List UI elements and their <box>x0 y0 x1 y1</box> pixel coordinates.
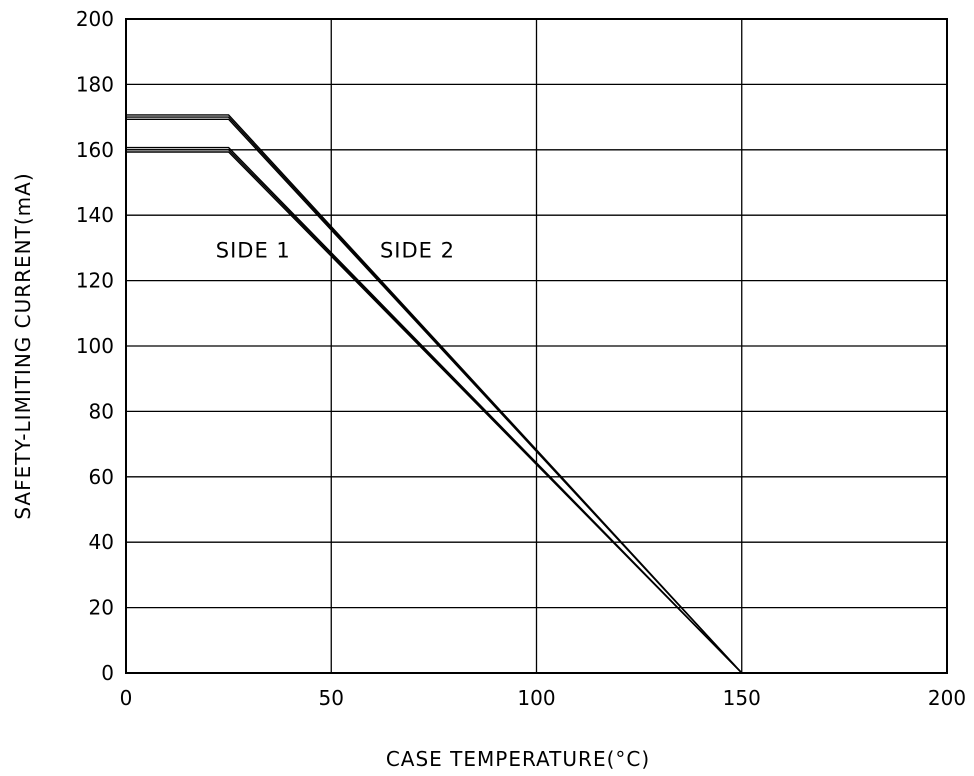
plot-frame <box>125 18 948 674</box>
y-tick-label-80: 80 <box>89 399 114 423</box>
y-tick-label-100: 100 <box>76 334 114 358</box>
x-tick-label-0: 0 <box>120 686 133 710</box>
x-tick-labels: 0 50 100 150 200 <box>120 686 966 710</box>
x-tick-label-100: 100 <box>517 686 555 710</box>
series-line-side-2 <box>126 114 743 674</box>
y-tick-label-180: 180 <box>76 72 114 96</box>
y-tick-label-60: 60 <box>89 465 114 489</box>
y-tick-label-120: 120 <box>76 269 114 293</box>
annotation-side-2: SIDE 2 <box>380 239 455 263</box>
x-tick-label-150: 150 <box>723 686 761 710</box>
series-stroke-1-3 <box>126 151 743 674</box>
y-axis-label: SAFETY-LIMITING CURRENT(mA) <box>11 172 35 519</box>
series-stroke-2-2 <box>126 116 743 674</box>
y-tick-label-40: 40 <box>89 530 114 554</box>
y-tick-label-160: 160 <box>76 138 114 162</box>
annotation-side-1: SIDE 1 <box>216 239 291 263</box>
y-tick-label-200: 200 <box>76 7 114 31</box>
series-stroke-1-1 <box>126 146 743 674</box>
x-tick-label-50: 50 <box>319 686 344 710</box>
x-tick-label-200: 200 <box>928 686 966 710</box>
series-layer <box>126 114 743 674</box>
grid-layer <box>125 18 948 674</box>
y-tick-label-0: 0 <box>101 661 114 685</box>
y-tick-label-20: 20 <box>89 596 114 620</box>
series-stroke-2-3 <box>126 118 743 674</box>
y-tick-label-140: 140 <box>76 203 114 227</box>
y-tick-labels: 0 20 40 60 80 100 120 140 160 180 200 <box>76 7 114 685</box>
annotations: SIDE 1 SIDE 2 <box>216 239 455 263</box>
series-line-side-1 <box>126 146 743 674</box>
x-axis-label: CASE TEMPERATURE(°C) <box>386 747 650 771</box>
series-stroke-2-1 <box>126 114 743 674</box>
